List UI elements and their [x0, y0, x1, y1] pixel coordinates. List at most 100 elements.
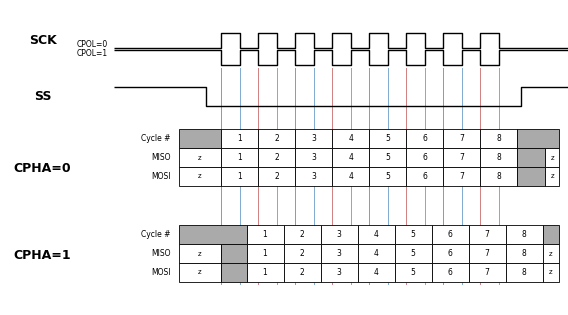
Text: 1: 1 — [262, 268, 268, 277]
Bar — [179, 244, 221, 263]
Text: 6: 6 — [422, 134, 427, 143]
Text: 4: 4 — [348, 134, 353, 143]
Text: z: z — [550, 173, 554, 180]
Bar — [258, 148, 295, 167]
Text: z: z — [549, 269, 553, 276]
Text: MOSI: MOSI — [151, 268, 170, 277]
Text: 4: 4 — [348, 153, 353, 162]
Bar — [283, 263, 320, 282]
Text: 8: 8 — [496, 172, 501, 181]
Bar — [358, 263, 395, 282]
Text: 7: 7 — [460, 172, 464, 181]
Text: z: z — [550, 154, 554, 161]
Text: 1: 1 — [262, 230, 268, 239]
Text: 7: 7 — [485, 268, 490, 277]
Bar — [545, 167, 559, 186]
Bar — [295, 129, 332, 148]
Bar — [432, 263, 469, 282]
Bar — [506, 263, 542, 282]
Text: 6: 6 — [448, 268, 453, 277]
Bar — [295, 148, 332, 167]
Text: 7: 7 — [485, 249, 490, 258]
Bar — [517, 167, 545, 186]
Bar — [247, 244, 283, 263]
Bar — [258, 129, 295, 148]
Text: CPHA=1: CPHA=1 — [14, 249, 72, 262]
Bar — [369, 148, 406, 167]
Text: 7: 7 — [485, 230, 490, 239]
Text: 3: 3 — [337, 230, 341, 239]
Text: 5: 5 — [411, 230, 416, 239]
Bar — [395, 244, 432, 263]
Bar — [320, 244, 358, 263]
Text: 8: 8 — [496, 134, 501, 143]
Text: z: z — [549, 250, 553, 257]
Text: SCK: SCK — [29, 34, 56, 48]
Text: Cycle #: Cycle # — [141, 134, 170, 143]
Bar — [332, 167, 369, 186]
Text: 3: 3 — [311, 134, 316, 143]
Bar — [369, 129, 406, 148]
Bar — [221, 148, 258, 167]
Text: SS: SS — [34, 89, 51, 103]
Text: 6: 6 — [422, 172, 427, 181]
Text: 8: 8 — [521, 268, 527, 277]
Text: 4: 4 — [374, 230, 378, 239]
Text: 3: 3 — [311, 172, 316, 181]
Bar — [406, 129, 443, 148]
Bar — [221, 129, 258, 148]
Bar — [469, 244, 506, 263]
Text: 4: 4 — [374, 249, 378, 258]
Bar — [221, 167, 258, 186]
Text: 2: 2 — [300, 268, 304, 277]
Bar — [443, 148, 480, 167]
Text: 6: 6 — [448, 230, 453, 239]
Bar — [506, 244, 542, 263]
Text: 8: 8 — [521, 230, 527, 239]
Bar — [320, 225, 358, 244]
Text: 1: 1 — [237, 134, 242, 143]
Text: MOSI: MOSI — [151, 172, 170, 181]
Text: 7: 7 — [460, 153, 464, 162]
Bar — [221, 244, 247, 263]
Text: z: z — [198, 269, 202, 276]
Text: 2: 2 — [274, 172, 279, 181]
Text: 3: 3 — [337, 249, 341, 258]
Bar — [369, 167, 406, 186]
Bar — [283, 244, 320, 263]
Bar — [542, 244, 559, 263]
Bar — [320, 263, 358, 282]
Bar — [480, 167, 517, 186]
Text: 2: 2 — [300, 230, 304, 239]
Bar — [517, 148, 545, 167]
Bar — [295, 167, 332, 186]
Bar — [395, 263, 432, 282]
Text: CPOL=0: CPOL=0 — [77, 40, 108, 49]
Bar — [542, 225, 559, 244]
Bar — [258, 167, 295, 186]
Bar — [506, 225, 542, 244]
Text: 1: 1 — [237, 172, 242, 181]
Text: 6: 6 — [448, 249, 453, 258]
Bar — [542, 263, 559, 282]
Text: 3: 3 — [311, 153, 316, 162]
Bar — [179, 167, 221, 186]
Text: 2: 2 — [300, 249, 304, 258]
Text: 5: 5 — [385, 134, 390, 143]
Text: MISO: MISO — [151, 249, 170, 258]
Bar — [443, 167, 480, 186]
Bar — [283, 225, 320, 244]
Text: 1: 1 — [237, 153, 242, 162]
Bar — [480, 129, 517, 148]
Bar — [517, 129, 559, 148]
Text: 8: 8 — [521, 249, 527, 258]
Text: 4: 4 — [348, 172, 353, 181]
Text: 4: 4 — [374, 268, 378, 277]
Bar — [395, 225, 432, 244]
Text: 1: 1 — [262, 249, 268, 258]
Text: Cycle #: Cycle # — [141, 230, 170, 239]
Bar — [406, 167, 443, 186]
Bar — [179, 263, 221, 282]
Text: 6: 6 — [422, 153, 427, 162]
Bar — [179, 225, 247, 244]
